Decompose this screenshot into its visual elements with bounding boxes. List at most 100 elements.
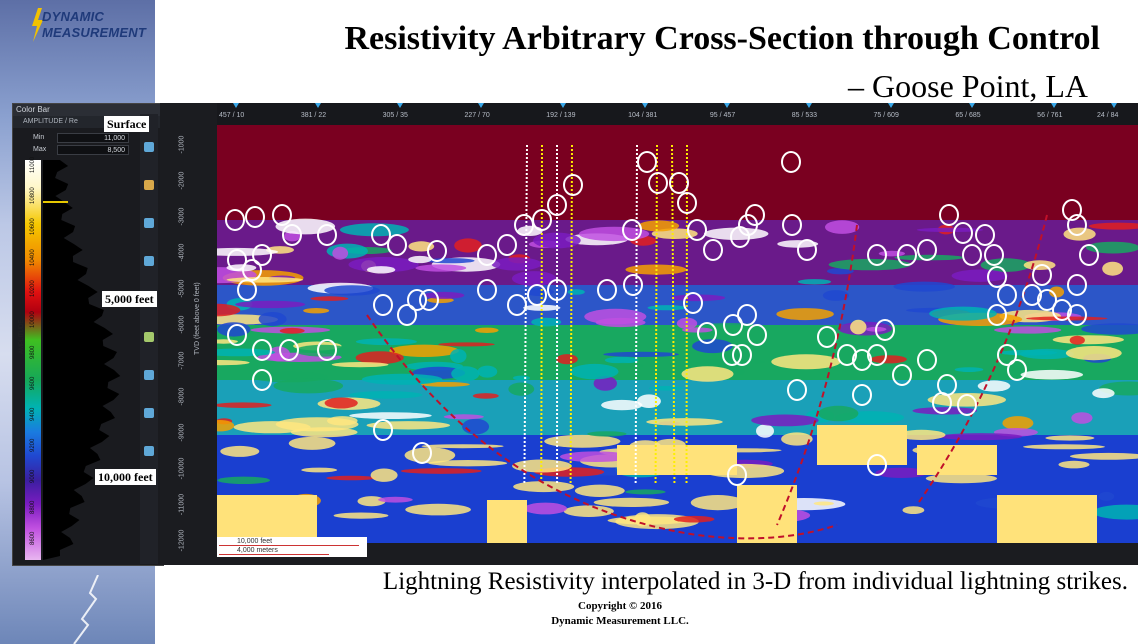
resistivity-blob (217, 348, 275, 357)
max-value-field[interactable]: 8,500 (57, 145, 129, 155)
top-axis-label: 95 / 457 (709, 112, 736, 119)
depth-tick-label: -5000 (178, 279, 186, 298)
layer-icon[interactable] (144, 332, 154, 342)
depth-tick-label: -11000 (178, 493, 186, 516)
lightning-strike-marker (997, 344, 1017, 366)
lightning-strike-marker (371, 224, 391, 246)
resistivity-blob (389, 344, 459, 357)
resistivity-blob (897, 429, 946, 440)
strike-column (569, 144, 573, 486)
color-bar-tick: 9000 (30, 469, 36, 483)
cross-section-view: 457 / 10 381 / 22 305 / 35 227 / 70 192 / 13… (160, 103, 1138, 565)
scale-feet-label: 10,000 feet (237, 538, 273, 545)
lightning-strike-marker (237, 279, 257, 301)
lightning-strike-marker (723, 314, 743, 336)
resistivity-blob (331, 362, 389, 368)
resistivity-blob (523, 304, 561, 311)
high-resistivity-block (217, 495, 317, 543)
top-axis-label: 104 / 381 (628, 112, 658, 119)
resistivity-blob (673, 515, 715, 523)
resistivity-blob (894, 254, 964, 261)
strike-column (634, 144, 638, 486)
surface-callout: Surface (104, 116, 150, 132)
lightning-strike-marker (975, 224, 995, 246)
resistivity-blob (217, 360, 250, 366)
pointer-icon[interactable] (144, 218, 154, 228)
logo-text-line1: DYNAMIC (42, 9, 105, 24)
resistivity-blob (258, 312, 287, 327)
resistivity-blob (511, 271, 557, 286)
resistivity-blob (690, 495, 745, 511)
resistivity-blob (625, 489, 666, 495)
depth-tick-label: -4000 (178, 243, 186, 262)
lightning-strike-marker (225, 209, 245, 231)
depth-tick-label: -7000 (178, 351, 186, 370)
resistivity-blob (939, 433, 1023, 441)
lightning-strike-marker (747, 324, 767, 346)
min-label: Min (33, 134, 45, 141)
lightning-strike-marker (1032, 264, 1052, 286)
resistivity-blob (1086, 241, 1138, 254)
resistivity-blob (217, 247, 279, 256)
resistivity-blob (704, 227, 769, 240)
lightning-strike-marker (1037, 289, 1057, 311)
resistivity-blob (275, 218, 336, 235)
lightning-strike-marker (1067, 214, 1087, 236)
scale-line-feet (219, 545, 359, 546)
top-axis-marker (314, 103, 321, 108)
top-trace-axis: 457 / 10 381 / 22 305 / 35 227 / 70 192 / 13… (217, 103, 1138, 126)
resistivity-blob (475, 327, 499, 333)
depth-tick-label: -3000 (178, 207, 186, 226)
lightning-strike-marker (987, 266, 1007, 288)
resistivity-blob (1098, 491, 1115, 501)
lightning-strike-marker (317, 339, 337, 361)
lightning-strike-marker (227, 324, 247, 346)
lightning-strike-marker (317, 224, 337, 246)
resistivity-blob (295, 344, 351, 357)
lightning-strike-marker (683, 292, 703, 314)
resistivity-blob (513, 481, 575, 493)
resistivity-blob (429, 326, 462, 331)
copyright-line: Copyright © 2016 (578, 600, 662, 612)
resistivity-blob (850, 319, 867, 335)
folder-icon[interactable] (144, 180, 154, 190)
settings-icon[interactable] (144, 370, 154, 380)
lightning-strike-marker (242, 259, 262, 281)
high-resistivity-block (737, 485, 797, 543)
resistivity-blob (415, 264, 467, 272)
strike-column (654, 144, 658, 486)
resistivity-blob (977, 380, 1011, 392)
resistivity-blob (1088, 222, 1138, 230)
lightning-strike-marker (957, 394, 977, 416)
resistivity-blob (999, 349, 1058, 356)
lightning-strike-marker (245, 206, 265, 228)
zoom-icon[interactable] (144, 256, 154, 266)
refresh-icon[interactable] (144, 142, 154, 152)
resistivity-blob (827, 268, 854, 275)
lightning-strike-marker (875, 319, 895, 341)
lightning-strike-marker (782, 214, 802, 236)
resistivity-blob (220, 445, 260, 457)
top-axis-label: 24 / 84 (1097, 112, 1119, 119)
resistivity-blob (288, 436, 336, 450)
resistivity-blob (324, 285, 380, 296)
lightning-strike-marker (497, 234, 517, 256)
lightning-strike-marker (227, 249, 247, 271)
lightning-strike-marker (737, 304, 757, 326)
resistivity-blob (450, 349, 467, 363)
resistivity-blob (533, 232, 581, 249)
min-value-field[interactable]: 11,000 (57, 133, 129, 143)
print-icon[interactable] (144, 446, 154, 456)
resistivity-blob (366, 266, 396, 274)
resistivity-blob (902, 506, 925, 514)
measure-icon[interactable] (144, 408, 154, 418)
lightning-strike-marker (730, 226, 750, 248)
vertical-toolbar (140, 114, 158, 564)
resistivity-blob (603, 351, 679, 357)
resistivity-blob (426, 258, 475, 264)
resistivity-blob (647, 305, 687, 311)
color-bar-tick: 10200 (30, 280, 36, 297)
resistivity-blob (348, 391, 423, 399)
scale-meters-label: 4,000 meters (237, 547, 278, 554)
resistivity-section[interactable] (217, 125, 1138, 543)
